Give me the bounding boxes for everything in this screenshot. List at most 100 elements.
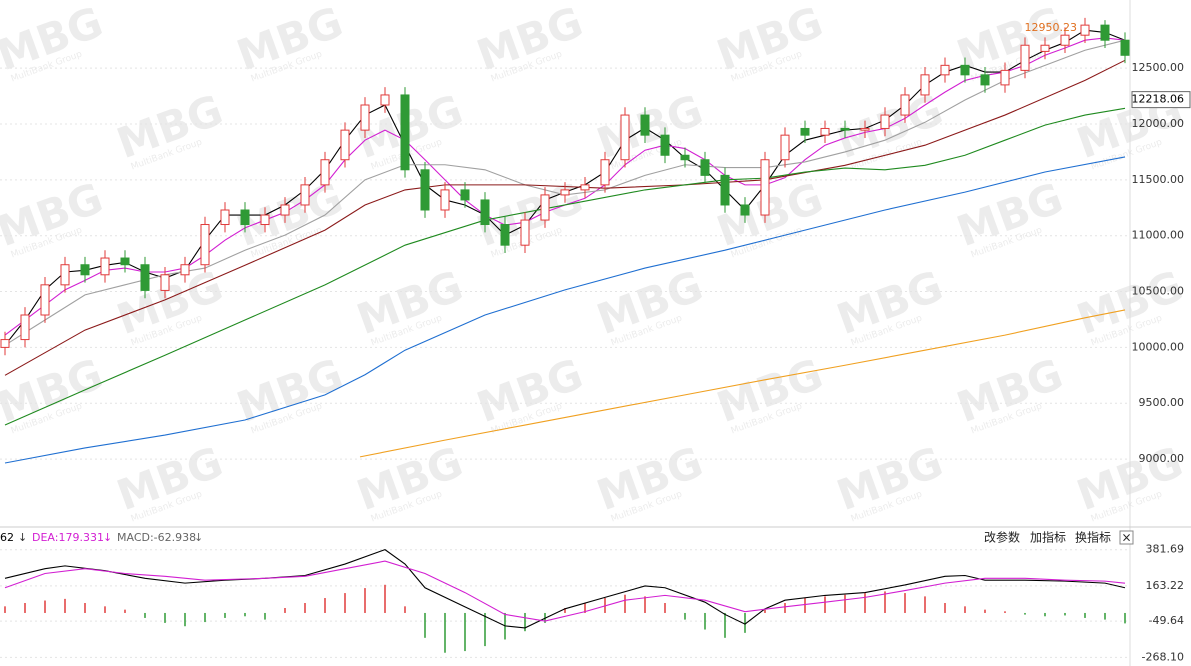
last-price-box [1131,91,1191,109]
candle-body [1120,39,1130,56]
close-box[interactable] [1119,530,1134,545]
candle-body [140,264,150,291]
candle-body [680,154,690,161]
candle-body [1040,44,1050,52]
candle-body [500,224,510,246]
candle-body [220,209,230,226]
candle-body [600,159,610,186]
line-series [4,59,1126,376]
y-tick-label: 9500.00 [1139,396,1185,409]
macd-label: MACD:-62.938 [117,531,196,544]
candle-body [60,264,70,286]
last-price-label: 12218.06 [1132,93,1185,106]
candle-body [200,224,210,266]
switch-indicator-button[interactable]: 换指标 [1075,530,1111,545]
candle-body [880,114,890,129]
candle-body [560,189,570,196]
candle-body [1000,69,1010,86]
candle-body [40,284,50,316]
candle-body [460,189,470,201]
line-series [4,107,1126,426]
candle-body [480,199,490,226]
dea-arrow: ↓ [103,531,112,544]
candle-body [940,64,950,76]
candle-body [660,134,670,156]
candle-body [760,159,770,216]
candle-body [100,257,110,276]
y-tick-label: 11000.00 [1132,229,1185,242]
y-tick-label: 9000.00 [1139,452,1185,465]
candle-body [300,184,310,206]
candle-body [160,274,170,291]
add-indicator-button[interactable]: 加指标 [1030,530,1066,545]
candle-body [720,174,730,206]
candle-body [340,129,350,161]
params-button[interactable]: 改参数 [984,530,1020,545]
y-tick-label: -268.10 [1142,650,1184,663]
y-tick-label: 10000.00 [1132,340,1185,353]
candle-body [20,314,30,341]
candle-body [180,264,190,276]
dif-arrow: ↓ [18,531,27,544]
y-tick-label: 11500.00 [1132,173,1185,186]
macd-arrow: ↓ [194,531,203,544]
candle-body [400,94,410,171]
candle-body [960,64,970,76]
y-tick-label: 12000.00 [1132,117,1185,130]
candle-body [860,127,870,131]
candle-body [540,194,550,221]
candle-body [380,94,390,106]
y-tick-label: 381.69 [1146,543,1185,556]
line-series [4,549,1126,629]
candle-body [780,134,790,161]
candle-body [240,209,250,226]
candle-body [360,104,370,131]
candle-body [980,74,990,86]
line-series [4,156,1126,464]
y-tick-label: 12500.00 [1132,61,1185,74]
candle-body [1080,24,1090,36]
candle-body [0,339,10,348]
candle-body [520,219,530,246]
candle-body [800,127,810,136]
line-series [359,309,1126,458]
y-tick-label: 163.22 [1146,579,1185,592]
candle-body [80,264,90,276]
candle-body [840,127,850,131]
candle-body [900,94,910,116]
max-price-label: 12950.23 [1025,21,1078,34]
candle-body [580,184,590,191]
candle-body [280,204,290,216]
candle-body [1060,34,1070,46]
candle-body [920,74,930,96]
candle-body [620,114,630,161]
candle-body [1100,24,1110,41]
y-tick-label: -49.64 [1149,614,1184,627]
candle-body [1020,44,1030,71]
close-button[interactable]: × [1121,531,1131,545]
candle-body [820,127,830,136]
candle-body [320,159,330,186]
dif-label: 62 [0,531,14,544]
y-tick-label: 10500.00 [1132,285,1185,298]
candle-body [420,169,430,211]
